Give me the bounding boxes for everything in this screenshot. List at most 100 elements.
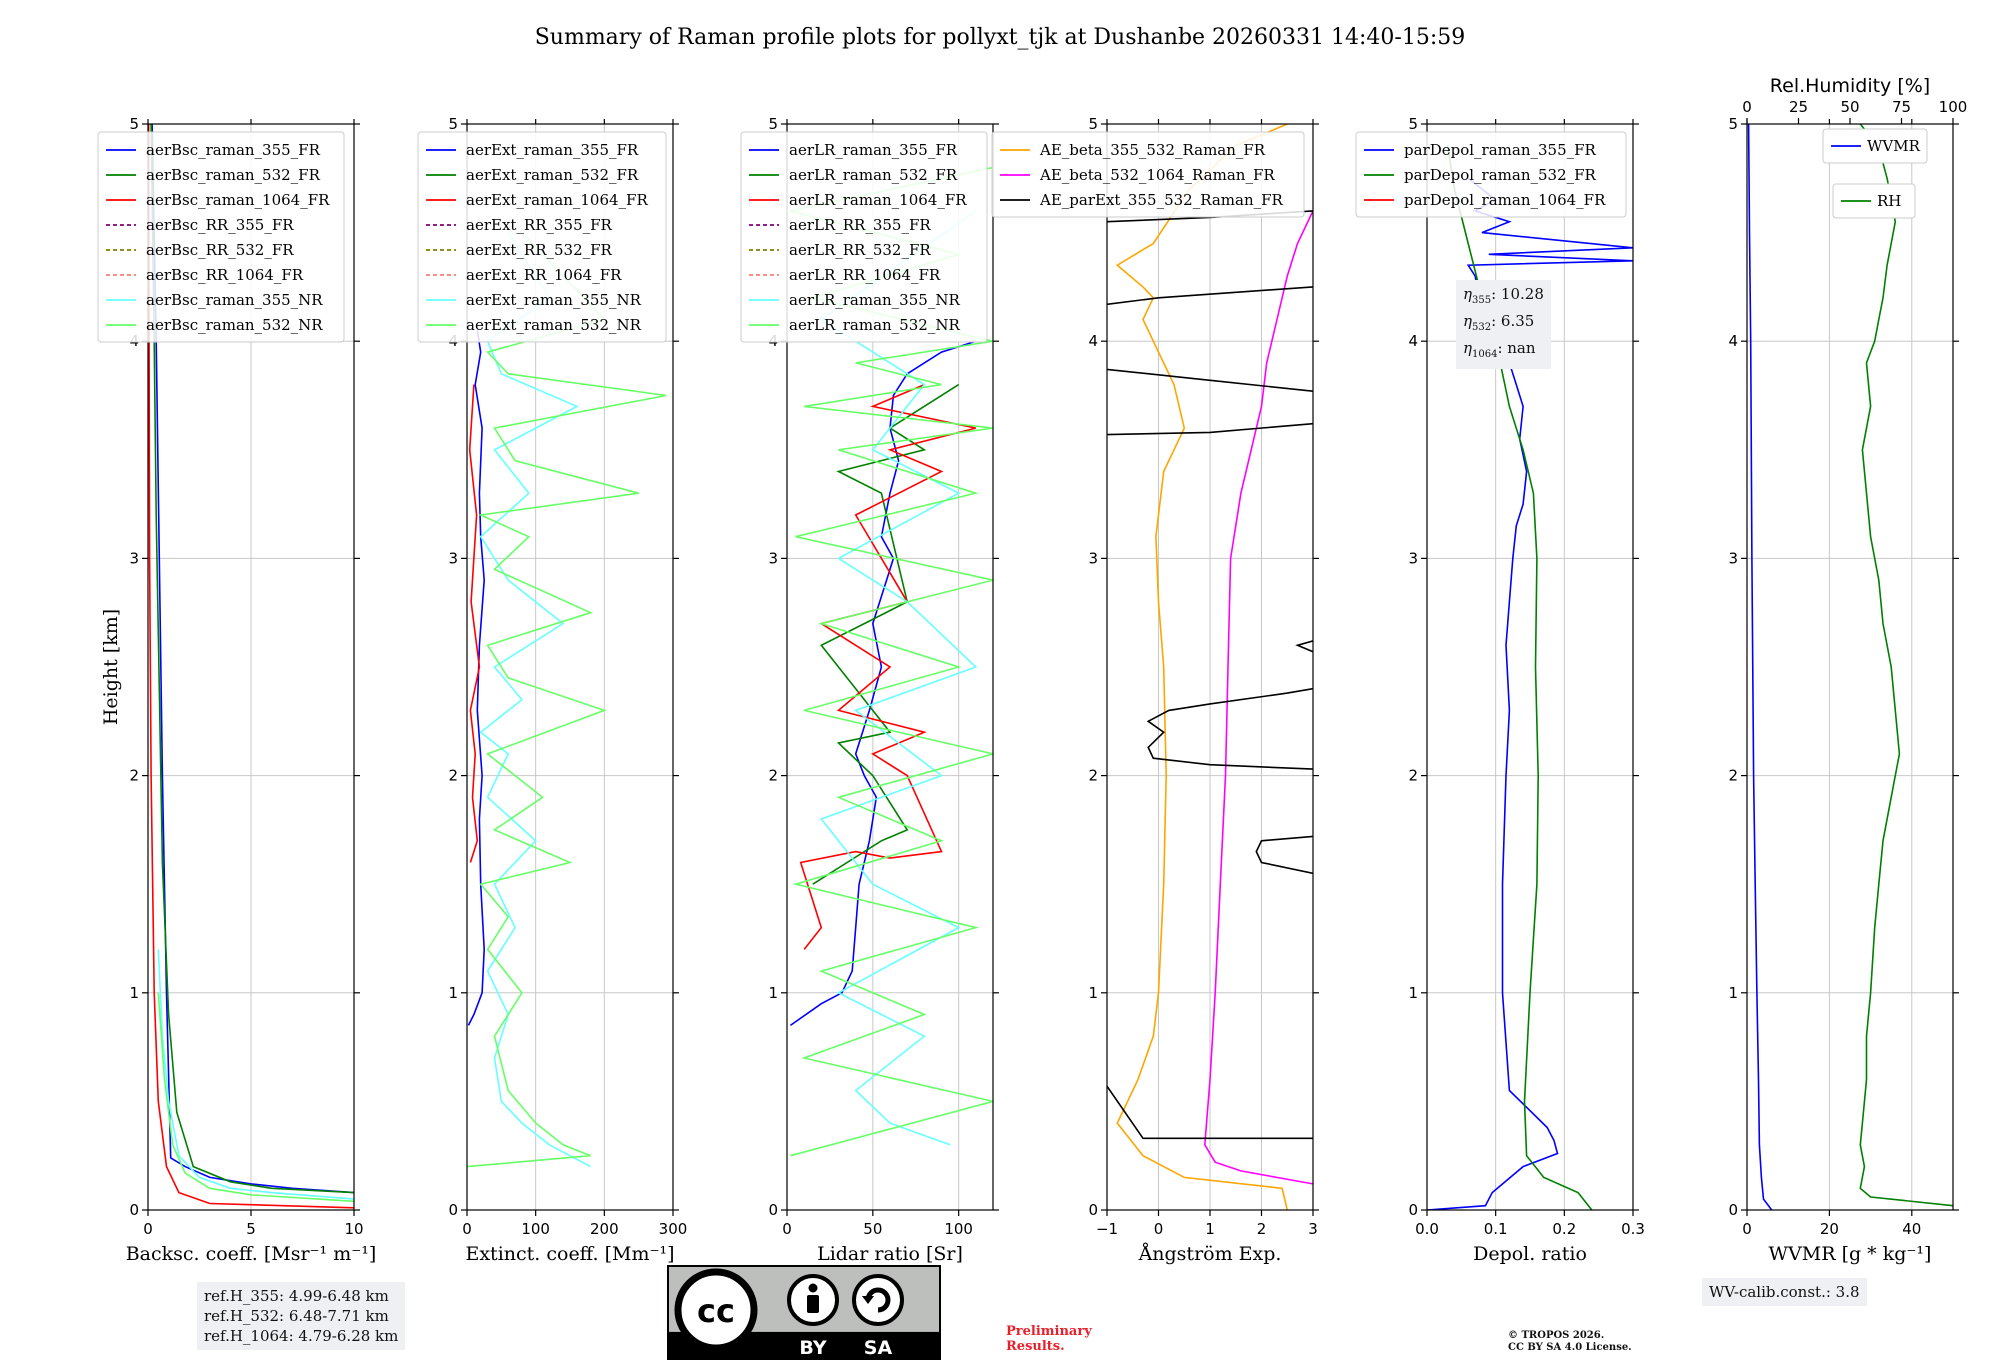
x-axis-label: Ångström Exp. <box>1138 1243 1282 1265</box>
x-tick-label: 10 <box>344 1220 363 1238</box>
axes-frame <box>466 123 674 1211</box>
x-tick-label: −1 <box>1096 1220 1118 1238</box>
x-tick-label: 0 <box>1742 1220 1752 1238</box>
y-axis-label: Height [km] <box>100 609 122 725</box>
y-tick-label: 0 <box>448 1201 458 1219</box>
top-x-tick-label: 100 <box>1939 98 1968 116</box>
wv-calibration-box: WV-calib.const.: 3.8 <box>1702 1278 1867 1306</box>
share-alike-icon <box>852 1274 904 1326</box>
legend-entry: aerLR_raman_355_FR <box>789 141 958 159</box>
legend-entry: aerBsc_raman_355_FR <box>146 141 321 159</box>
y-tick-label: 2 <box>1408 767 1418 785</box>
x-axis-label: WVMR [g * kg⁻¹] <box>1769 1243 1932 1265</box>
y-tick-label: 4 <box>1408 332 1418 350</box>
series-AE_beta_532_1064_Raman_FR <box>1203 210 1313 1185</box>
series-aerLR_raman_1064_FR <box>799 383 976 950</box>
y-tick-label: 5 <box>129 115 139 133</box>
eta-1064: η1064: nan <box>1463 339 1536 360</box>
legend-entry: aerExt_RR_532_FR <box>466 241 613 259</box>
series-WVMR <box>1747 124 1773 1210</box>
y-tick-label: 5 <box>768 115 778 133</box>
legend-entry: aerExt_raman_532_NR <box>466 316 642 334</box>
legend-entry: aerBsc_RR_1064_FR <box>146 266 304 284</box>
series-AE_parExt_355_532_Raman_FR <box>1107 368 1313 392</box>
series-parDepol_raman_355_FR <box>1427 177 1633 1210</box>
x-tick-label: 0.2 <box>1552 1220 1576 1238</box>
legend-entry: parDepol_raman_355_FR <box>1404 141 1597 159</box>
legend-box <box>417 131 667 343</box>
series-aerLR_raman_355_NR <box>819 210 978 1146</box>
x-tick-label: 100 <box>521 1220 550 1238</box>
legend-entry: parDepol_raman_532_FR <box>1404 166 1597 184</box>
legend-box <box>740 131 988 343</box>
top-axis-label: Rel.Humidity [%] <box>1770 75 1930 97</box>
legend-entry: aerLR_raman_1064_FR <box>789 191 967 209</box>
copyright-notice: © TROPOS 2026. CC BY SA 4.0 License. <box>1508 1330 1632 1353</box>
legend: parDepol_raman_355_FR parDepol_raman_532_… <box>1355 131 1627 218</box>
legend-entry: aerBsc_raman_1064_FR <box>146 191 330 209</box>
legend-entry: aerBsc_RR_532_FR <box>146 241 294 259</box>
y-tick-label: 2 <box>1088 767 1098 785</box>
legend: RH <box>1832 183 1916 219</box>
y-tick-label: 5 <box>1088 115 1098 133</box>
figure-title: Summary of Raman profile plots for polly… <box>535 25 1466 50</box>
legend-entry: aerBsc_raman_532_NR <box>146 316 323 334</box>
y-tick-label: 1 <box>768 984 778 1002</box>
x-tick-label: 40 <box>1902 1220 1921 1238</box>
series-AE_parExt_355_532_Raman_FR <box>1146 687 1313 770</box>
legend-box <box>1832 183 1916 219</box>
series-AE_parExt_355_532_Raman_FR <box>1107 1085 1313 1140</box>
legend-entry: aerExt_raman_532_FR <box>466 166 639 184</box>
y-tick-label: 0 <box>1088 1201 1098 1219</box>
series-aerLR_raman_532_FR <box>812 383 960 885</box>
series-aerBsc_raman_532_NR <box>157 992 354 1203</box>
legend-entry: aerBsc_raman_532_FR <box>146 166 321 184</box>
license-sa-label: SA <box>864 1337 893 1359</box>
y-tick-label: 3 <box>129 549 139 567</box>
series-RH <box>1859 124 1953 1207</box>
x-tick-label: 0 <box>782 1220 792 1238</box>
y-tick-label: 2 <box>448 767 458 785</box>
legend-entry: AE_beta_355_532_Raman_FR <box>1039 141 1266 159</box>
y-tick-label: 0 <box>768 1201 778 1219</box>
legend-entry: aerLR_RR_1064_FR <box>789 266 941 284</box>
x-tick-label: 300 <box>659 1220 688 1238</box>
ref-height-532: ref.H_532: 6.48-7.71 km <box>204 1307 389 1325</box>
axes-frame <box>1746 123 1954 1211</box>
panel-ext: 0100200300012345Extinct. coeff. [Mm⁻¹]ae… <box>417 115 688 1265</box>
y-tick-label: 3 <box>448 549 458 567</box>
y-tick-label: 1 <box>448 984 458 1002</box>
legend: aerLR_raman_355_FR aerLR_raman_532_FR aerL… <box>740 131 988 343</box>
x-tick-label: 3 <box>1308 1220 1318 1238</box>
x-axis-label: Lidar ratio [Sr] <box>817 1243 963 1265</box>
series-AE_parExt_355_532_Raman_FR <box>1255 835 1313 875</box>
x-tick-label: 200 <box>590 1220 619 1238</box>
y-tick-label: 0 <box>1408 1201 1418 1219</box>
x-tick-label: 0.1 <box>1484 1220 1508 1238</box>
y-tick-label: 3 <box>1408 549 1418 567</box>
series-aerLR_raman_532_NR <box>790 166 993 1157</box>
y-tick-label: 2 <box>768 767 778 785</box>
legend-entry: aerLR_RR_355_FR <box>789 216 931 234</box>
y-tick-label: 2 <box>129 767 139 785</box>
legend: WVMR <box>1822 128 1928 164</box>
y-tick-label: 3 <box>1088 549 1098 567</box>
legend-entry: aerExt_raman_355_FR <box>466 141 639 159</box>
panel-wv: 0 20 40 0 1 2 3 4 5 WVMR [g * kg⁻¹] 0 25 50 75 100 Rel.… <box>1728 75 1967 1265</box>
x-axis-label: Depol. ratio <box>1473 1243 1587 1265</box>
x-axis-label: Backsc. coeff. [Msr⁻¹ m⁻¹] <box>126 1243 377 1265</box>
x-tick-label: 0.0 <box>1415 1220 1439 1238</box>
series-aerBsc_raman_532_FR <box>150 124 354 1194</box>
legend-entry: aerBsc_raman_355_NR <box>146 291 323 309</box>
ref-height-355: ref.H_355: 4.99-6.48 km <box>204 1287 389 1305</box>
series-AE_beta_355_532_Raman_FR <box>1115 124 1289 1210</box>
legend-entry: aerLR_raman_532_FR <box>789 166 958 184</box>
x-axis-label: Extinct. coeff. [Mm⁻¹] <box>465 1243 674 1265</box>
y-tick-label: 5 <box>1728 115 1738 133</box>
x-tick-label: 50 <box>863 1220 882 1238</box>
eta-532: η532: 6.35 <box>1463 312 1535 333</box>
y-tick-label: 0 <box>1728 1201 1738 1219</box>
eta-annotation: η355: 10.28 η532: 6.35 η1064: nan <box>1456 280 1551 369</box>
y-tick-label: 1 <box>129 984 139 1002</box>
